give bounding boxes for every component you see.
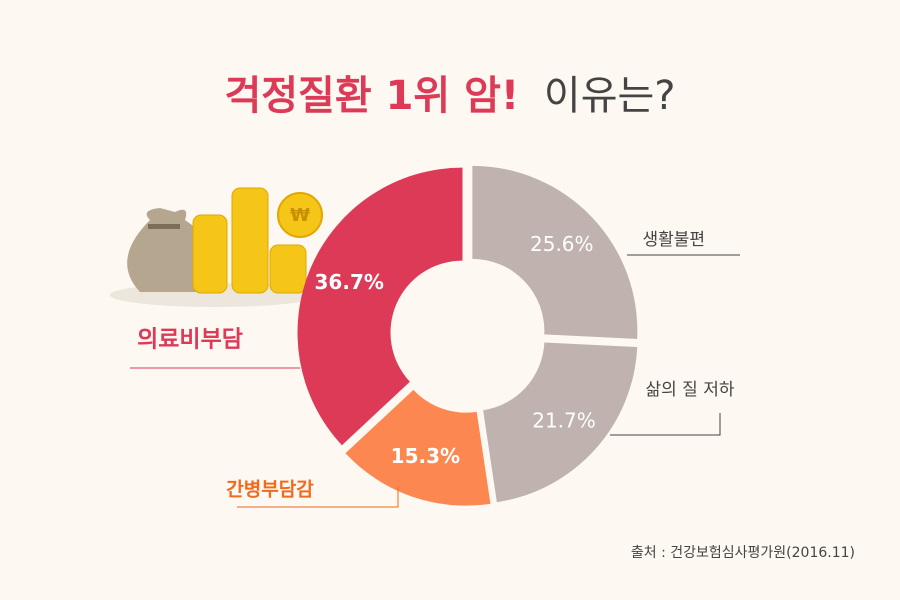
value-label: 15.3% <box>391 444 460 468</box>
value-label: 21.7% <box>532 408 596 432</box>
slice <box>483 342 638 503</box>
title-highlight: 걱정질환 1위 암! <box>224 73 519 119</box>
leader-line <box>610 413 721 436</box>
svg-text:₩: ₩ <box>290 205 310 226</box>
value-label: 36.7% <box>315 270 384 294</box>
category-label: 삶의 질 저하 <box>645 380 734 400</box>
category-label: 간병부담감 <box>226 479 314 501</box>
slice <box>297 167 463 446</box>
money-illustration: ₩ <box>110 187 323 307</box>
category-label: 생활불편 <box>642 230 705 250</box>
slice <box>472 165 638 339</box>
title-rest: 이유는? <box>544 73 676 119</box>
slice <box>345 389 491 506</box>
value-label: 25.6% <box>530 232 594 256</box>
leader-line <box>237 487 399 508</box>
category-label: 의료비부담 <box>137 327 243 353</box>
chart-title: 걱정질환 1위 암! 이유는? <box>224 73 675 119</box>
source: 출처 : 건강보험심사평가원(2016.11) <box>631 545 855 561</box>
donut-chart: 25.6% 생활불편 21.7% 삶의 질 저하 15.3% 간병부담감 36.7% 의료비부… <box>130 165 740 508</box>
